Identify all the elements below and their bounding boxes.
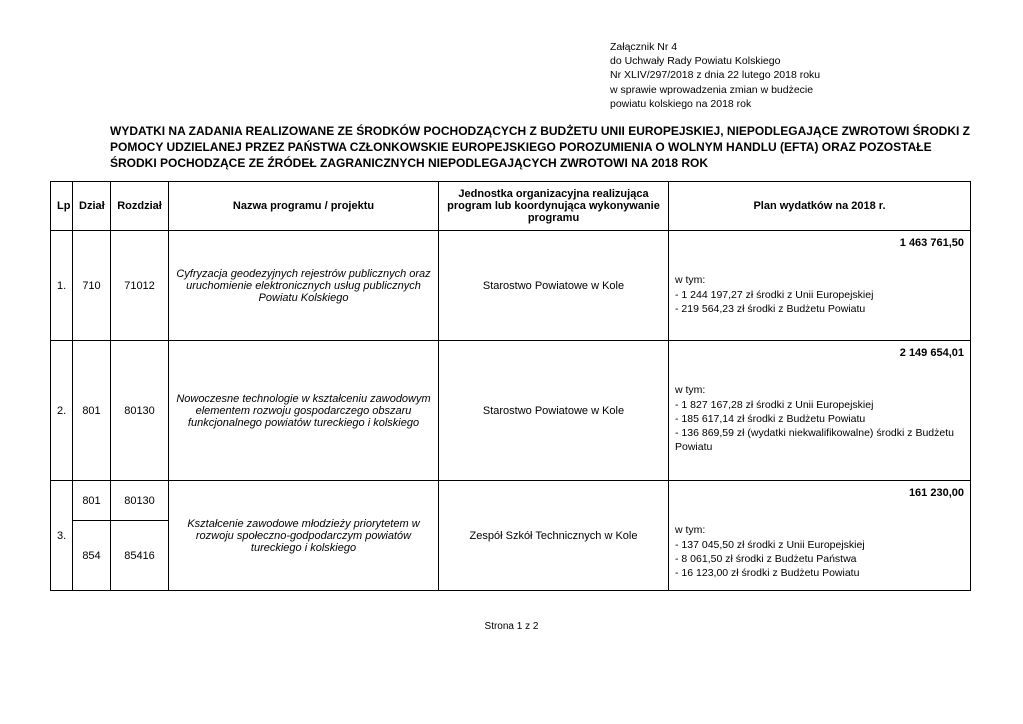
- cell-lp: 3.: [51, 481, 73, 591]
- table-header-row: Lp Dział Rozdział Nazwa programu / proje…: [51, 182, 971, 231]
- cell-rozdzial: 80130: [111, 341, 169, 481]
- plan-line: - 219 564,23 zł środki z Budżetu Powiatu: [675, 302, 964, 316]
- plan-wtym: w tym:: [675, 523, 964, 537]
- cell-jednostka: Zespół Szkół Technicznych w Kole: [439, 481, 669, 591]
- header-plan: Plan wydatków na 2018 r.: [669, 182, 971, 231]
- plan-line: - 185 617,14 zł środki z Budżetu Powiatu: [675, 412, 964, 426]
- attachment-line: w sprawie wprowadzenia zmian w budżecie: [610, 83, 973, 97]
- plan-line: - 8 061,50 zł środki z Budżetu Państwa: [675, 552, 964, 566]
- plan-line: - 136 869,59 zł (wydatki niekwalifikowal…: [675, 426, 964, 454]
- attachment-info: Załącznik Nr 4 do Uchwały Rady Powiatu K…: [610, 40, 973, 111]
- attachment-line: powiatu kolskiego na 2018 rok: [610, 97, 973, 111]
- plan-wtym: w tym:: [675, 273, 964, 287]
- plan-total: 161 230,00: [669, 481, 970, 519]
- cell-rozdzial: 80130: [111, 481, 169, 521]
- cell-nazwa: Nowoczesne technologie w kształceniu zaw…: [169, 341, 439, 481]
- page-footer: Strona 1 z 2: [50, 621, 973, 632]
- plan-breakdown: w tym: - 137 045,50 zł środki z Unii Eur…: [669, 519, 970, 586]
- cell-plan: 1 463 761,50 w tym: - 1 244 197,27 zł śr…: [669, 231, 971, 341]
- plan-breakdown: w tym: - 1 827 167,28 zł środki z Unii E…: [669, 379, 970, 460]
- header-jednostka: Jednostka organizacyjna realizująca prog…: [439, 182, 669, 231]
- cell-jednostka: Starostwo Powiatowe w Kole: [439, 231, 669, 341]
- table-row: 2. 801 80130 Nowoczesne technologie w ks…: [51, 341, 971, 481]
- header-nazwa: Nazwa programu / projektu: [169, 182, 439, 231]
- cell-plan: 2 149 654,01 w tym: - 1 827 167,28 zł śr…: [669, 341, 971, 481]
- header-lp: Lp: [51, 182, 73, 231]
- plan-wtym: w tym:: [675, 383, 964, 397]
- plan-line: - 16 123,00 zł środki z Budżetu Powiatu: [675, 566, 964, 580]
- cell-rozdzial: 85416: [111, 521, 169, 591]
- plan-line: - 1 244 197,27 zł środki z Unii Europejs…: [675, 288, 964, 302]
- plan-line: - 1 827 167,28 zł środki z Unii Europejs…: [675, 398, 964, 412]
- attachment-line: Załącznik Nr 4: [610, 40, 973, 54]
- plan-total: 1 463 761,50: [669, 231, 970, 269]
- cell-nazwa: Cyfryzacja geodezyjnych rejestrów public…: [169, 231, 439, 341]
- budget-table: Lp Dział Rozdział Nazwa programu / proje…: [50, 181, 971, 591]
- cell-dzial: 801: [73, 341, 111, 481]
- cell-dzial: 854: [73, 521, 111, 591]
- plan-breakdown: w tym: - 1 244 197,27 zł środki z Unii E…: [669, 269, 970, 322]
- plan-total: 2 149 654,01: [669, 341, 970, 379]
- attachment-line: Nr XLIV/297/2018 z dnia 22 lutego 2018 r…: [610, 68, 973, 82]
- cell-lp: 1.: [51, 231, 73, 341]
- plan-line: - 137 045,50 zł środki z Unii Europejski…: [675, 538, 964, 552]
- attachment-line: do Uchwały Rady Powiatu Kolskiego: [610, 54, 973, 68]
- cell-jednostka: Starostwo Powiatowe w Kole: [439, 341, 669, 481]
- table-row: 3. 801 80130 Kształcenie zawodowe młodzi…: [51, 481, 971, 521]
- document-title: WYDATKI NA ZADANIA REALIZOWANE ZE ŚRODKÓ…: [110, 123, 973, 172]
- cell-nazwa: Kształcenie zawodowe młodzieży priorytet…: [169, 481, 439, 591]
- cell-rozdzial: 71012: [111, 231, 169, 341]
- cell-lp: 2.: [51, 341, 73, 481]
- table-row: 1. 710 71012 Cyfryzacja geodezyjnych rej…: [51, 231, 971, 341]
- cell-dzial: 710: [73, 231, 111, 341]
- cell-plan: 161 230,00 w tym: - 137 045,50 zł środki…: [669, 481, 971, 591]
- header-dzial: Dział: [73, 182, 111, 231]
- cell-dzial: 801: [73, 481, 111, 521]
- header-rozdzial: Rozdział: [111, 182, 169, 231]
